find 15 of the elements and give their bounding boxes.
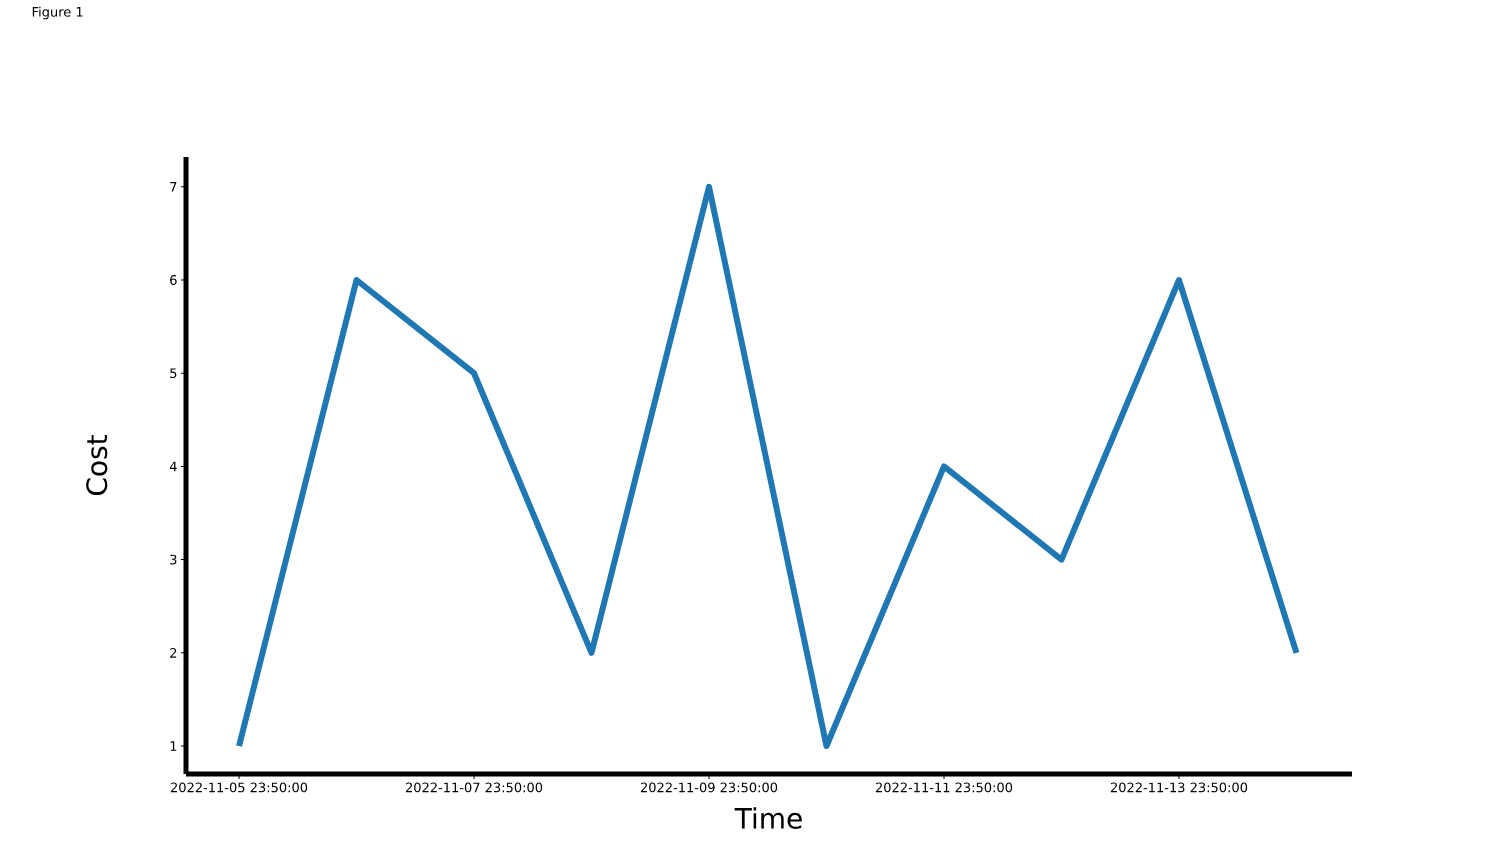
y-tick-label: 7 <box>170 182 177 192</box>
y-tick-label: 6 <box>170 275 177 285</box>
x-axis-title: Time <box>734 807 802 829</box>
x-tick-label: 2022-11-09 23:50:00 <box>640 782 778 793</box>
x-tick-label: 2022-11-11 23:50:00 <box>875 782 1013 793</box>
caption: Figure 1 <box>32 6 83 20</box>
y-axis-title: Cost <box>86 435 108 496</box>
y-tick-label: 1 <box>170 741 177 751</box>
x-tick-label: 2022-11-13 23:50:00 <box>1110 782 1248 793</box>
y-tick-label: 2 <box>170 648 177 658</box>
y-tick-label: 3 <box>170 554 177 565</box>
y-tick-label: 5 <box>170 368 177 379</box>
y-tick-label: 4 <box>169 461 177 472</box>
x-tick-label: 2022-11-05 23:50:00 <box>170 782 308 793</box>
x-tick-label: 2022-11-07 23:50:00 <box>405 782 543 793</box>
